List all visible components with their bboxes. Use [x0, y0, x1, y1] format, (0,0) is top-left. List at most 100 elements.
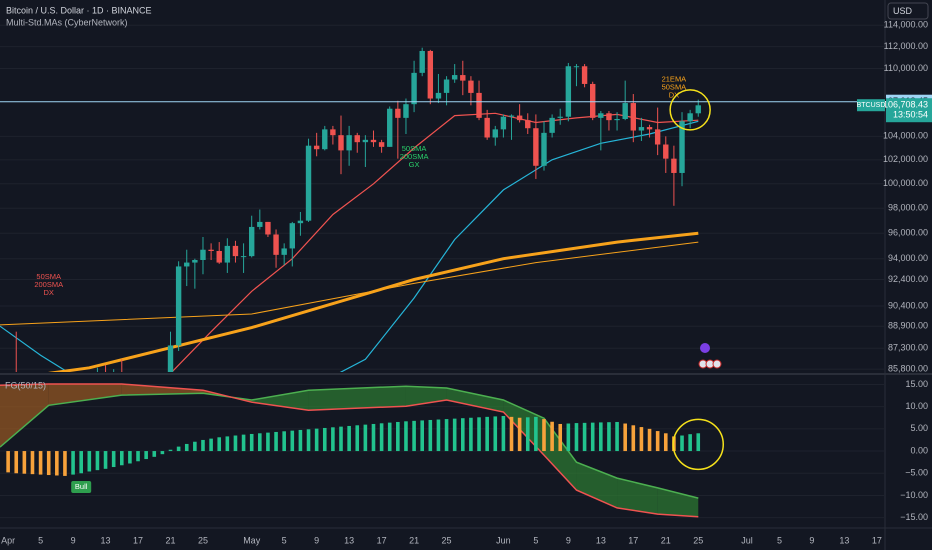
- x-tick-label: 9: [314, 535, 319, 545]
- indicator-title: Multi-Std.MAs (CyberNetwork): [6, 17, 128, 27]
- last-price-label: 106,708.43: [883, 100, 928, 110]
- annotation: 200SMA: [400, 152, 429, 161]
- candle-body: [411, 72, 417, 105]
- histogram-bar: [258, 433, 262, 452]
- histogram-bar: [22, 451, 27, 474]
- candle-body: [330, 129, 336, 136]
- histogram-bar: [306, 429, 311, 452]
- x-tick-label: 25: [693, 535, 703, 545]
- x-tick-label: 9: [809, 535, 814, 545]
- candle-body: [395, 108, 401, 118]
- y-tick-label: 10.00: [905, 401, 928, 411]
- histogram-bar: [233, 435, 238, 452]
- candle-body: [525, 120, 531, 129]
- x-tick-label: Jul: [741, 535, 753, 545]
- candle-body: [590, 83, 596, 118]
- candle-body: [533, 128, 539, 166]
- candle-body: [581, 66, 588, 84]
- candle-body: [248, 226, 255, 257]
- x-tick-label: 5: [282, 535, 287, 545]
- candle-body: [281, 248, 287, 255]
- y-tick-label: 100,000.00: [883, 178, 928, 188]
- histogram-bar: [71, 451, 75, 475]
- x-tick-label: 25: [198, 535, 208, 545]
- annotation: DX: [669, 90, 679, 99]
- candle-body: [370, 139, 377, 143]
- candle-body: [378, 142, 385, 147]
- candle-body: [492, 129, 498, 138]
- histogram-bar: [404, 421, 408, 452]
- histogram-bar: [6, 451, 10, 473]
- histogram-bar: [485, 416, 489, 452]
- oscillator-pane: [0, 383, 885, 519]
- y-tick-label: 90,400.00: [888, 300, 928, 310]
- annotation: 21EMA: [662, 74, 687, 83]
- histogram-bar: [355, 425, 360, 452]
- annotation: 50SMA: [662, 82, 687, 91]
- histogram-bar: [631, 425, 636, 452]
- signal-label: Bull: [75, 482, 88, 491]
- candle-body: [435, 92, 442, 99]
- event-icon[interactable]: [700, 343, 710, 353]
- y-tick-label: 87,300.00: [888, 343, 928, 353]
- symbol-title: Bitcoin / U.S. Dollar · 1D · BINANCE: [6, 5, 152, 15]
- x-tick-label: 9: [566, 535, 571, 545]
- band-fill: [617, 478, 658, 515]
- histogram-bar: [387, 422, 392, 452]
- candle-body: [184, 262, 190, 267]
- histogram-bar: [184, 443, 189, 452]
- candle-body: [679, 121, 685, 173]
- histogram-bar: [128, 451, 132, 464]
- candle-body: [557, 116, 563, 118]
- histogram-bar: [14, 451, 19, 474]
- candle-body: [516, 115, 523, 121]
- y-tick-label: 104,000.00: [883, 131, 928, 141]
- x-tick-label: 17: [133, 535, 143, 545]
- y-tick-label: 110,000.00: [884, 63, 928, 73]
- histogram-bar: [444, 419, 449, 452]
- candle-body: [224, 245, 231, 263]
- candle-body: [346, 135, 352, 151]
- event-icon[interactable]: [712, 359, 722, 369]
- histogram-bar: [38, 451, 43, 475]
- candle-body: [646, 127, 653, 130]
- histogram-bar: [160, 451, 165, 455]
- band-fill: [576, 462, 618, 508]
- candle-body: [638, 127, 645, 131]
- histogram-bar: [314, 428, 319, 452]
- histogram-bar: [460, 418, 465, 452]
- histogram-bar: [599, 422, 603, 452]
- histogram-bar: [95, 451, 100, 471]
- candle-body: [598, 113, 604, 118]
- candle-body: [476, 92, 482, 118]
- y-tick-label: −5.00: [905, 468, 928, 478]
- histogram-bar: [517, 417, 522, 452]
- histogram-bar: [469, 417, 473, 452]
- x-tick-label: Apr: [1, 535, 15, 545]
- candle-body: [200, 249, 206, 260]
- histogram-bar: [339, 426, 343, 452]
- y-tick-label: 0.00: [910, 445, 928, 455]
- candle-body: [273, 234, 279, 255]
- currency-label[interactable]: USD: [893, 6, 913, 16]
- y-tick-label: 5.00: [910, 423, 928, 433]
- histogram-bar: [79, 451, 83, 474]
- currency-button[interactable]: [887, 2, 929, 20]
- band-fill: [446, 387, 504, 412]
- x-tick-label: 21: [661, 535, 671, 545]
- y-tick-label: 15.00: [905, 379, 928, 389]
- x-tick-label: 17: [628, 535, 638, 545]
- histogram-bar: [566, 423, 571, 452]
- candle-body: [460, 75, 466, 81]
- x-tick-label: May: [243, 535, 261, 545]
- candle-body: [175, 266, 182, 346]
- histogram-bar: [249, 433, 254, 452]
- histogram-bar: [217, 437, 222, 452]
- histogram-bar: [46, 451, 51, 476]
- moving-average: [0, 120, 699, 372]
- candle-body: [606, 113, 612, 121]
- histogram-bar: [436, 419, 441, 452]
- histogram-bar: [542, 419, 546, 452]
- candle-body: [427, 50, 434, 99]
- y-tick-label: 98,000.00: [888, 203, 928, 213]
